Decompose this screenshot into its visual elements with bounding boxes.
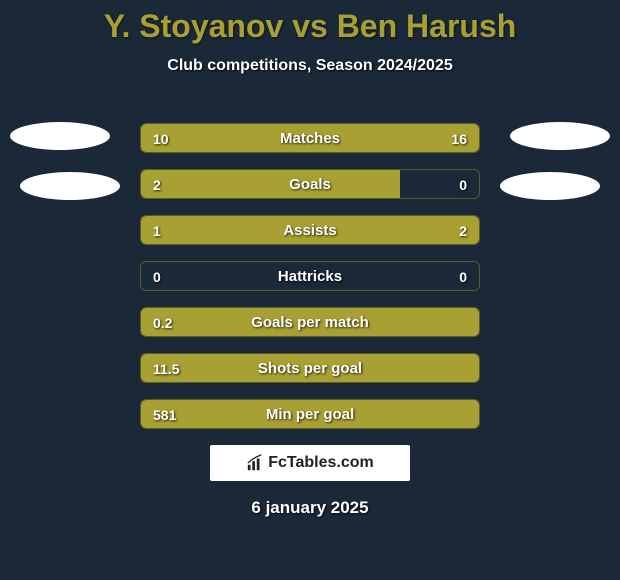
- player-right-shape-2: [500, 172, 600, 200]
- bar-row: 1016Matches: [140, 123, 480, 153]
- bar-row: 00Hattricks: [140, 261, 480, 291]
- bar-row: 20Goals: [140, 169, 480, 199]
- source-logo: FcTables.com: [210, 445, 410, 481]
- bar-label: Min per goal: [141, 400, 479, 429]
- comparison-bars: 1016Matches 20Goals 12Assists 00Hattricks 0.…: [140, 123, 480, 445]
- bar-label: Shots per goal: [141, 354, 479, 383]
- bar-row: 0.2Goals per match: [140, 307, 480, 337]
- bar-row: 12Assists: [140, 215, 480, 245]
- chart-icon: [246, 454, 264, 472]
- bar-label: Matches: [141, 124, 479, 153]
- date-text: 6 january 2025: [0, 498, 620, 518]
- player-left-shape-2: [20, 172, 120, 200]
- bar-label: Goals: [141, 170, 479, 199]
- logo-text: FcTables.com: [268, 454, 374, 472]
- bar-label: Hattricks: [141, 262, 479, 291]
- page-title: Y. Stoyanov vs Ben Harush: [0, 0, 620, 45]
- player-right-shape-1: [510, 122, 610, 150]
- bar-row: 581Min per goal: [140, 399, 480, 429]
- bar-row: 11.5Shots per goal: [140, 353, 480, 383]
- subtitle: Club competitions, Season 2024/2025: [0, 57, 620, 75]
- player-left-shape-1: [10, 122, 110, 150]
- bar-label: Assists: [141, 216, 479, 245]
- bar-label: Goals per match: [141, 308, 479, 337]
